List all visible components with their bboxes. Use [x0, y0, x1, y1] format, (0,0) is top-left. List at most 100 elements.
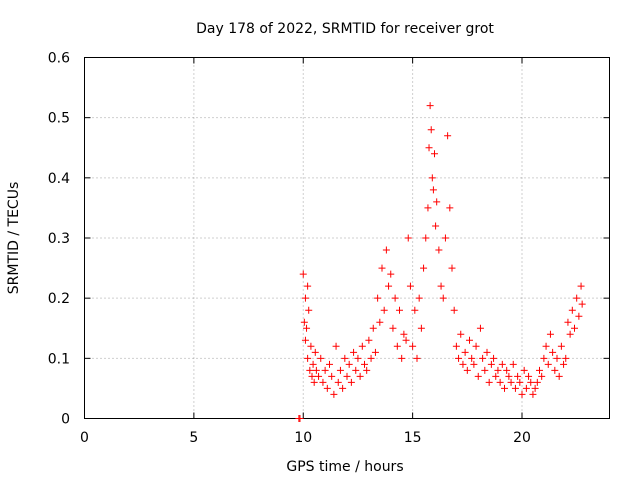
data-point [511, 384, 519, 392]
data-point [476, 324, 484, 332]
data-point [431, 150, 438, 158]
data-point [560, 360, 568, 368]
data-point [463, 366, 471, 374]
data-point [516, 378, 524, 386]
x-tick-label: 20 [513, 430, 531, 446]
data-point [542, 342, 550, 350]
data-point [420, 264, 428, 272]
data-point [459, 360, 467, 368]
data-point [487, 360, 495, 368]
data-point [533, 378, 541, 386]
data-point [315, 372, 323, 380]
grid-lines [84, 57, 610, 419]
y-axis-label: SRMTID / TECUs [6, 182, 22, 295]
data-point [326, 360, 333, 368]
data-point [503, 366, 511, 374]
data-point [466, 336, 473, 344]
data-point [573, 294, 581, 302]
data-point [391, 294, 399, 302]
x-axis-label: GPS time / hours [286, 459, 403, 475]
data-point [413, 354, 421, 362]
data-point [387, 270, 395, 278]
data-point [398, 354, 406, 362]
y-tick-label: 0.2 [48, 291, 70, 307]
data-point [406, 282, 414, 290]
data-point [358, 342, 366, 350]
data-point [307, 342, 315, 350]
data-point [472, 342, 480, 350]
data-point [380, 306, 388, 314]
data-point [509, 360, 517, 368]
data-point [474, 372, 482, 380]
data-point [448, 264, 456, 272]
data-point [382, 246, 390, 254]
data-point [308, 372, 316, 380]
data-point [369, 324, 377, 332]
data-point [501, 384, 508, 392]
data-point [304, 282, 312, 290]
data-point [330, 390, 338, 398]
data-point [343, 372, 351, 380]
y-tick-label: 0.3 [48, 231, 70, 247]
y-tick-label: 0 [61, 412, 70, 428]
data-point [371, 348, 379, 356]
data-point [402, 336, 410, 344]
data-point [450, 306, 458, 314]
y-tick-label: 0.4 [48, 171, 70, 187]
data-point [571, 324, 578, 332]
data-point [427, 126, 435, 134]
data-point [303, 324, 311, 332]
data-point [296, 415, 304, 422]
data-point [350, 348, 358, 356]
data-point [426, 102, 434, 110]
y-tick-label: 0.1 [48, 351, 70, 367]
data-point [433, 198, 441, 206]
data-point [334, 378, 342, 386]
chart-title: Day 178 of 2022, SRMTID for receiver gro… [196, 21, 494, 37]
data-point [321, 366, 329, 374]
data-point [578, 300, 586, 308]
data-points [295, 102, 586, 422]
data-point [498, 360, 506, 368]
data-point [432, 222, 440, 230]
data-point [441, 234, 449, 242]
data-point [311, 348, 319, 356]
y-tick-label: 0.5 [48, 111, 70, 127]
data-point [310, 378, 318, 386]
data-point [299, 270, 307, 278]
data-point [404, 234, 412, 242]
data-point [551, 366, 559, 374]
data-point [562, 354, 570, 362]
data-point [470, 360, 478, 368]
data-point [347, 378, 355, 386]
x-tick-label: 10 [294, 430, 312, 446]
data-point [527, 378, 535, 386]
data-point [396, 306, 403, 314]
data-point [546, 330, 554, 338]
data-point [531, 384, 539, 392]
data-point [520, 366, 528, 374]
data-point [389, 324, 397, 332]
data-point [378, 264, 386, 272]
data-point [518, 390, 526, 398]
data-point [507, 378, 515, 386]
data-point [356, 372, 364, 380]
data-point [455, 354, 463, 362]
data-point [332, 342, 340, 350]
data-point [304, 354, 312, 362]
data-point [429, 186, 437, 194]
data-point [525, 372, 533, 380]
data-point [301, 336, 309, 344]
data-point [437, 282, 445, 290]
x-tick-label: 15 [404, 430, 422, 446]
y-tick-label: 0.6 [48, 51, 70, 67]
data-point [393, 342, 401, 350]
data-point [345, 360, 353, 368]
data-point [312, 366, 320, 374]
data-point [490, 354, 498, 362]
data-point [301, 294, 309, 302]
data-point [439, 294, 447, 302]
data-point [461, 348, 469, 356]
data-point [417, 324, 425, 332]
